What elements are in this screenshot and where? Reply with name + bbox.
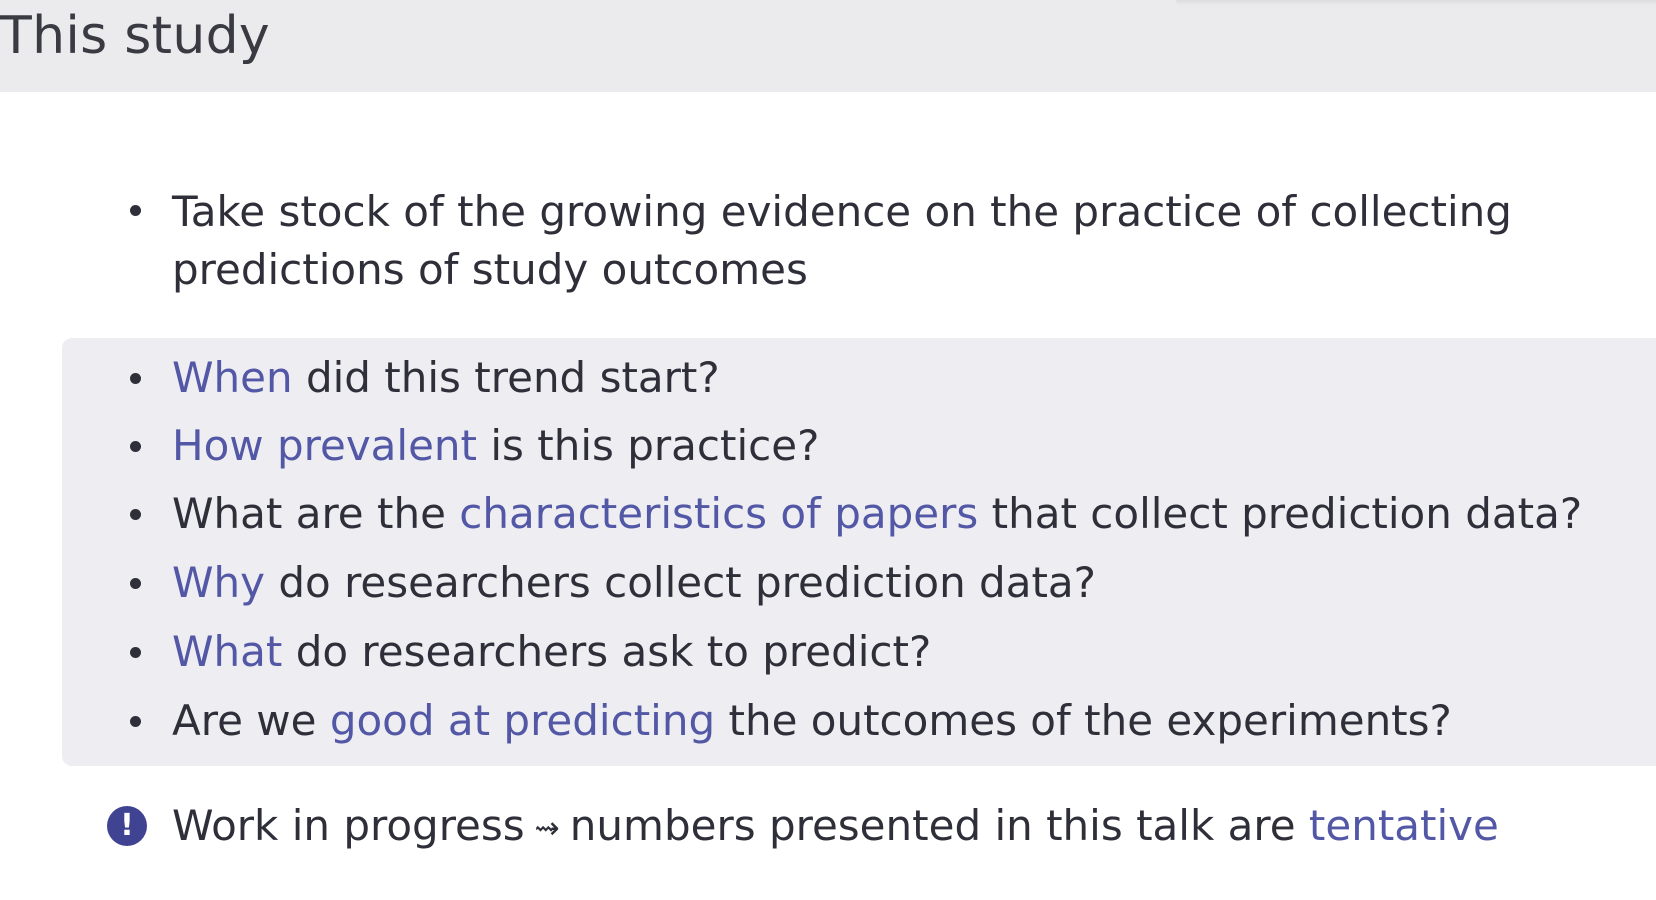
bullet-dot	[130, 205, 141, 216]
question-lead: Are we	[172, 696, 330, 745]
question-highlight: How prevalent	[172, 421, 478, 470]
question-item-prevalence: How prevalent is this practice?	[172, 418, 819, 474]
question-highlight: When	[172, 353, 293, 402]
work-in-progress-note: Work in progress ⇝ numbers presented in th…	[172, 797, 1499, 858]
squiggle-arrow-icon: ⇝	[534, 810, 560, 846]
question-highlight: What	[172, 627, 283, 676]
intro-text: Take stock of the growing evidence on th…	[172, 183, 1512, 299]
question-item-when: When did this trend start?	[172, 350, 720, 406]
question-rest: did this trend start?	[292, 353, 720, 402]
intro-line-2: predictions of study outcomes	[172, 245, 808, 294]
question-item-why: Why do researchers collect prediction da…	[172, 555, 1096, 611]
question-item-accuracy: Are we good at predicting the outcomes o…	[172, 693, 1452, 749]
intro-line-1: Take stock of the growing evidence on th…	[172, 187, 1512, 236]
bullet-dot	[130, 373, 141, 384]
bullet-dot	[130, 578, 141, 589]
note-highlight: tentative	[1308, 801, 1499, 850]
question-item-characteristics: What are the characteristics of papers t…	[172, 486, 1582, 542]
question-rest: the outcomes of the experiments?	[715, 696, 1452, 745]
note-lead: Work in progress	[172, 801, 525, 850]
question-highlight: good at predicting	[329, 696, 716, 745]
bullet-dot	[130, 509, 141, 520]
question-highlight: Why	[172, 558, 266, 607]
questions-box	[62, 338, 1656, 766]
exclamation-circle-icon: !	[107, 806, 147, 846]
question-rest: is this practice?	[477, 421, 820, 470]
question-rest: that collect prediction data?	[978, 489, 1583, 538]
title-bar-shadow	[1176, 0, 1656, 6]
slide-title: This study	[0, 6, 271, 66]
note-middle: numbers presented in this talk are	[569, 801, 1309, 850]
bullet-dot	[130, 647, 141, 658]
question-rest: do researchers ask to predict?	[282, 627, 932, 676]
bullet-dot	[130, 716, 141, 727]
question-highlight: characteristics of papers	[459, 489, 979, 538]
question-rest: do researchers collect prediction data?	[265, 558, 1096, 607]
question-item-what: What do researchers ask to predict?	[172, 624, 931, 680]
bullet-dot	[130, 441, 141, 452]
question-lead: What are the	[172, 489, 460, 538]
title-bar: This study	[0, 0, 1656, 92]
